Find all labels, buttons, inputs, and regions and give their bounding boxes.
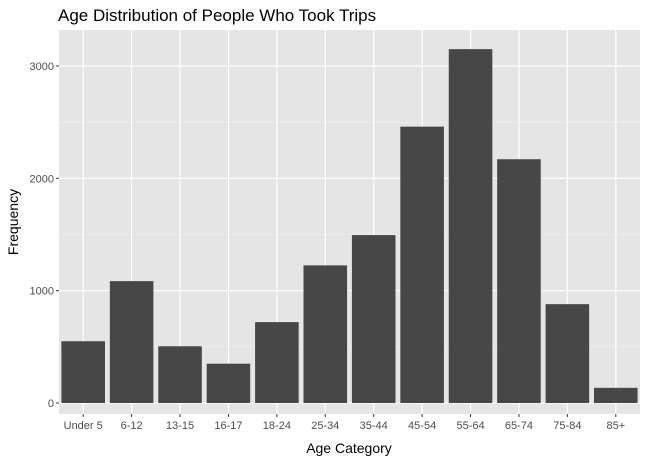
bars bbox=[61, 49, 638, 404]
bar-16-17 bbox=[206, 363, 251, 403]
y-axis-ticks: 0 1000 2000 3000 bbox=[30, 61, 59, 410]
y-tick-label: 2000 bbox=[30, 173, 54, 185]
y-tick-label: 3000 bbox=[30, 61, 54, 73]
bar-6-12 bbox=[109, 281, 154, 403]
x-tick-label: 65-74 bbox=[505, 420, 533, 432]
x-tick-label: 45-54 bbox=[408, 420, 436, 432]
minor-gridlines bbox=[59, 121, 640, 348]
x-tick-label: 55-64 bbox=[456, 420, 484, 432]
bar-under-5 bbox=[61, 341, 105, 403]
x-tick-label: Under 5 bbox=[64, 420, 103, 432]
x-tick-label: 16-17 bbox=[214, 420, 242, 432]
x-tick-label: 85+ bbox=[606, 420, 625, 432]
x-tick-label: 13-15 bbox=[166, 420, 194, 432]
x-tick-label: 18-24 bbox=[263, 420, 291, 432]
bar-85 bbox=[594, 387, 638, 403]
chart-title: Age Distribution of People Who Took Trip… bbox=[58, 6, 376, 25]
y-axis-title: Frequency bbox=[5, 189, 21, 255]
y-tick-label: 1000 bbox=[30, 286, 54, 298]
bar-13-15 bbox=[158, 346, 202, 403]
x-tick-label: 75-84 bbox=[553, 420, 581, 432]
bar-45-54 bbox=[400, 126, 444, 403]
plot-panel bbox=[59, 30, 640, 414]
x-axis-ticks: Under 5 6-12 13-15 16-17 18-24 25-34 35-44 45-5… bbox=[64, 414, 625, 432]
x-tick-label: 25-34 bbox=[311, 420, 339, 432]
x-tick-label: 6-12 bbox=[121, 420, 143, 432]
bar-18-24 bbox=[255, 322, 299, 403]
bar-35-44 bbox=[351, 235, 396, 403]
bar-25-34 bbox=[303, 265, 348, 403]
bar-55-64 bbox=[448, 49, 493, 404]
bar-65-74 bbox=[497, 159, 541, 403]
y-tick-label: 0 bbox=[48, 398, 54, 410]
x-tick-label: 35-44 bbox=[360, 420, 388, 432]
x-axis-title: Age Category bbox=[306, 440, 392, 456]
bar-75-84 bbox=[545, 304, 590, 403]
